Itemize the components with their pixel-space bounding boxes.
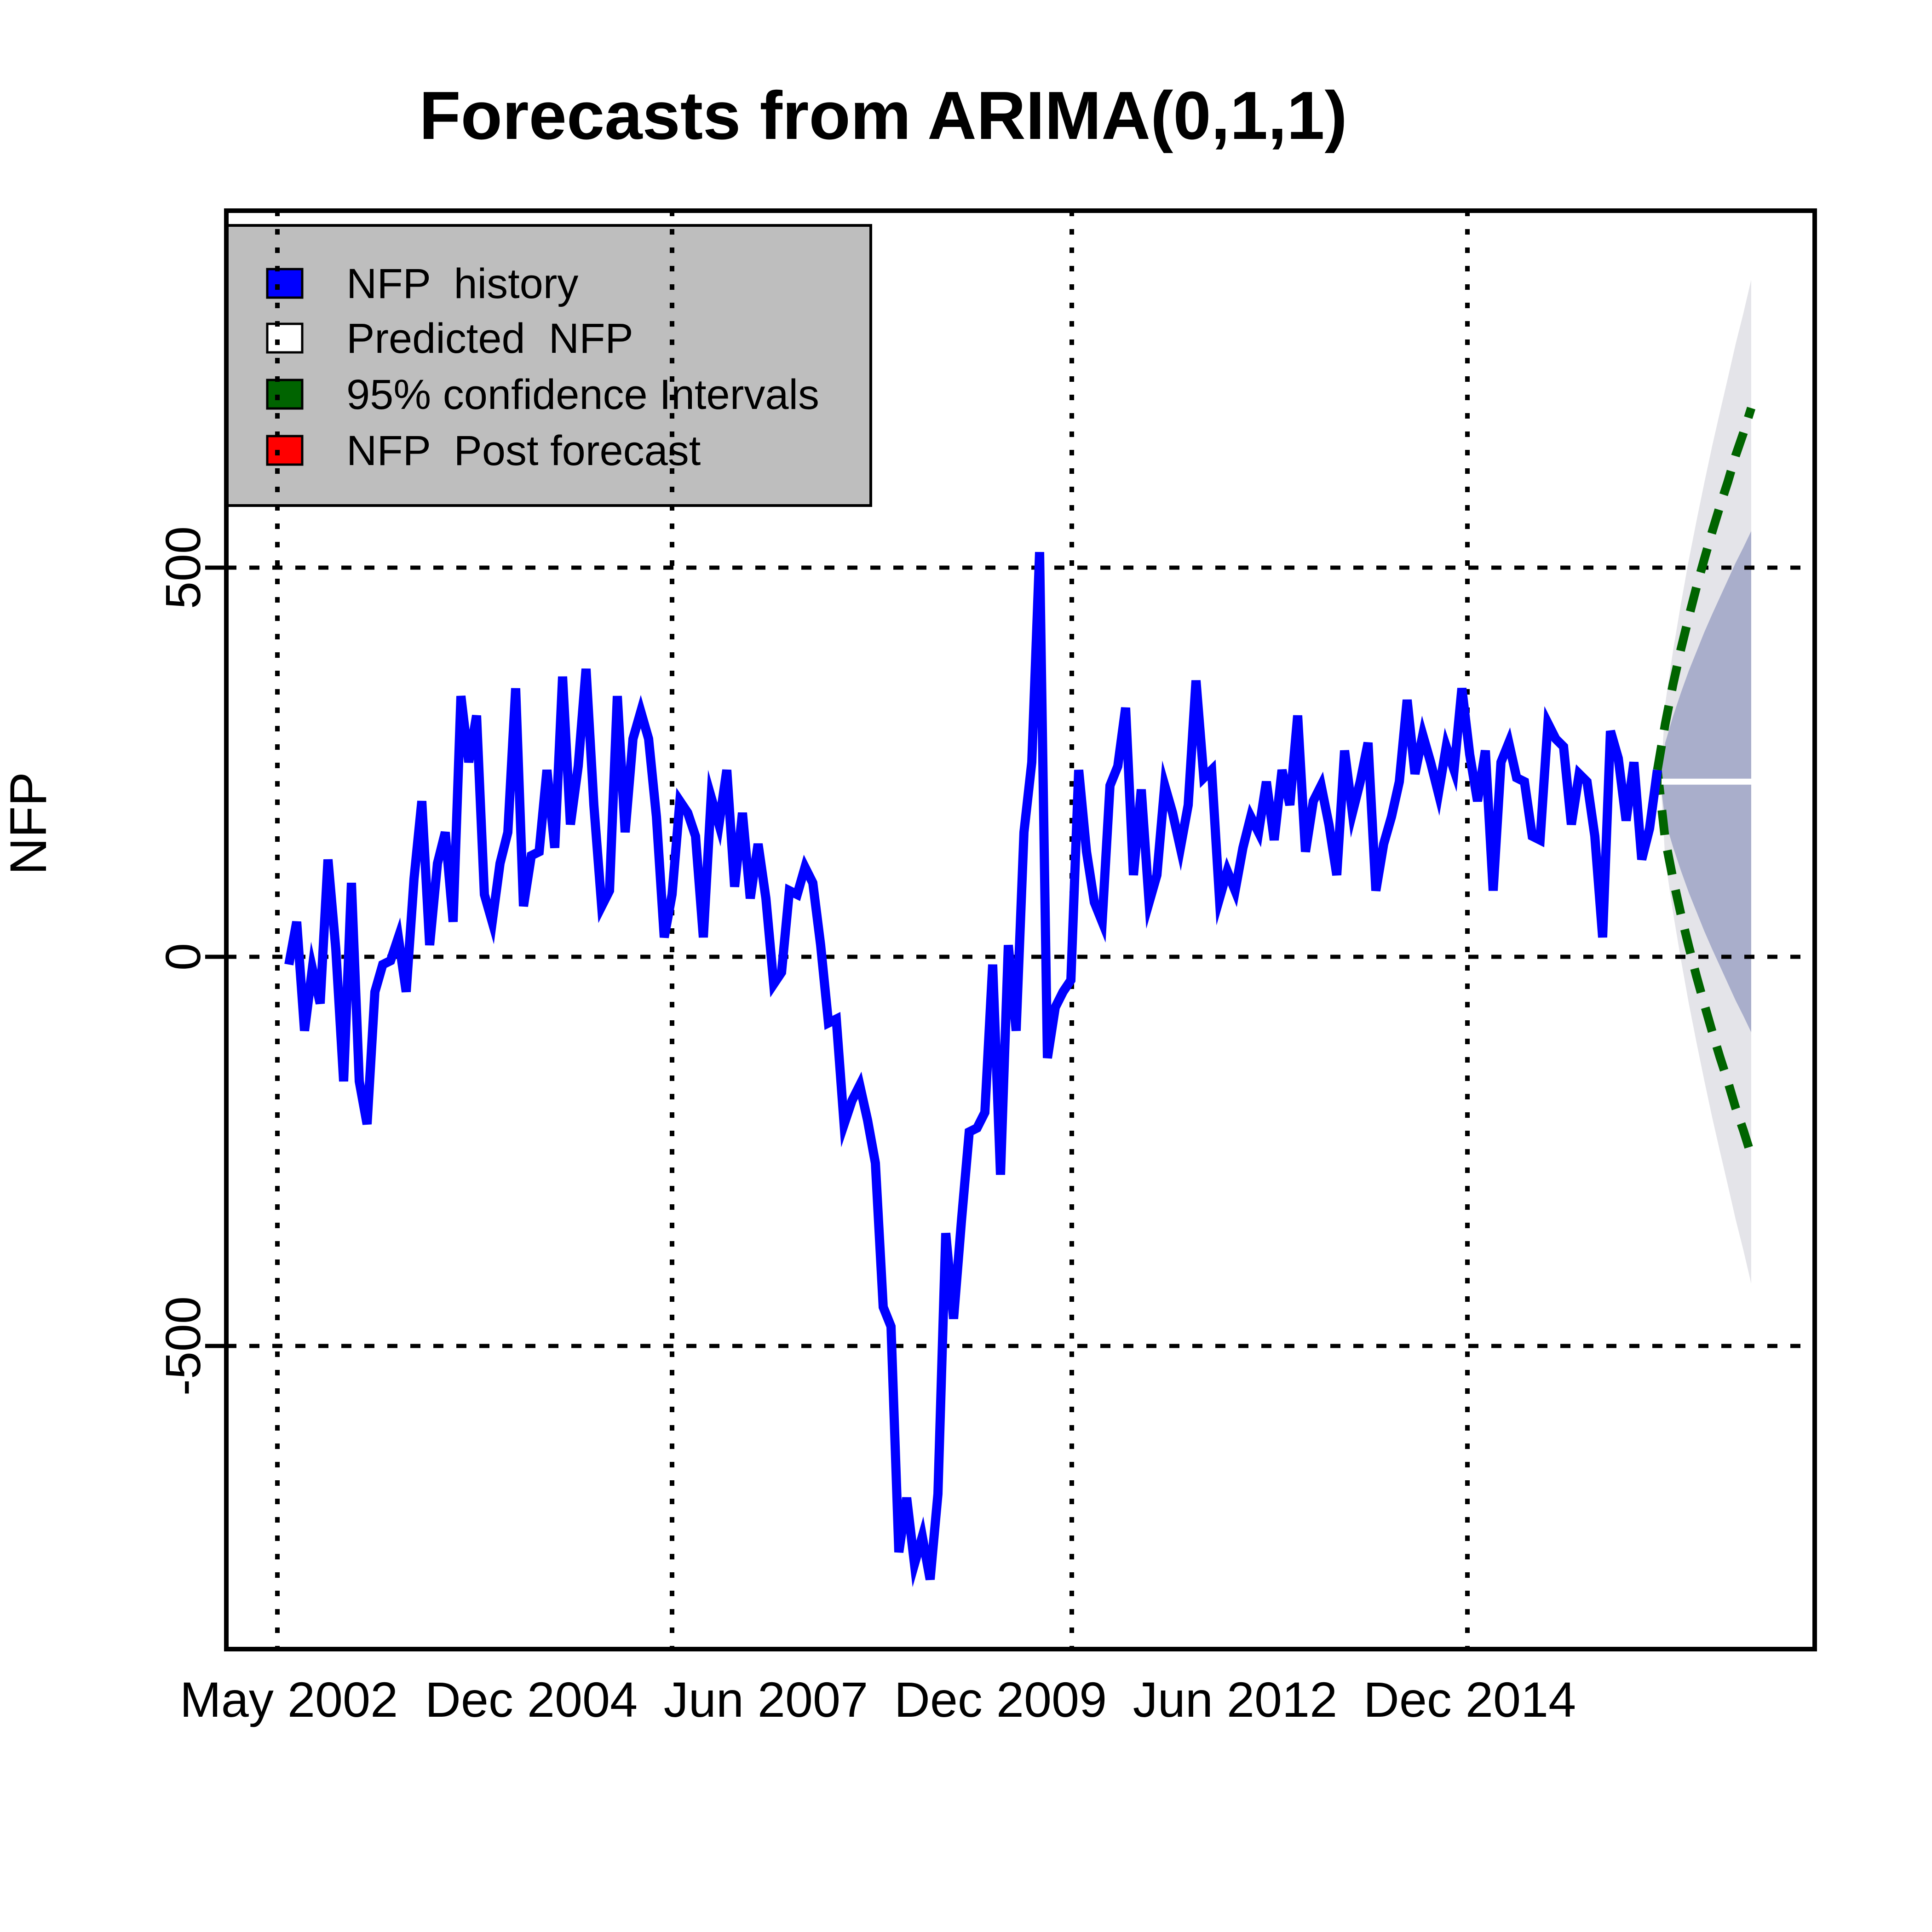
x-tick-label: Dec 2004 bbox=[425, 1672, 638, 1727]
plot-border bbox=[224, 208, 1817, 1651]
x-tick-label: Jun 2012 bbox=[1133, 1672, 1337, 1727]
legend-label-confidence: 95% confidence Intervals bbox=[346, 371, 819, 418]
legend: NFP history Predicted NFP 95% confidence… bbox=[225, 224, 872, 507]
legend-swatch-predicted bbox=[266, 322, 304, 354]
legend-label-predicted: Predicted NFP bbox=[346, 315, 633, 362]
legend-swatch-post-forecast bbox=[266, 435, 304, 466]
ci-upper-line bbox=[1653, 407, 1756, 771]
legend-swatch-history bbox=[266, 268, 304, 299]
y-tick-label: 0 bbox=[155, 943, 211, 971]
series bbox=[284, 407, 1756, 1587]
legend-label-history: NFP history bbox=[346, 260, 578, 307]
chart-title: Forecasts from ARIMA(0,1,1) bbox=[419, 78, 1347, 154]
x-tick-label: May 2002 bbox=[180, 1672, 398, 1727]
legend-box bbox=[225, 224, 872, 507]
ci-lower-line bbox=[1653, 769, 1756, 1157]
x-tick-label: Jun 2007 bbox=[664, 1672, 868, 1727]
x-tick-label: Dec 2009 bbox=[894, 1672, 1107, 1727]
nfp-history-line bbox=[284, 552, 1662, 1587]
legend-swatch-confidence bbox=[266, 379, 304, 410]
y-axis-label: NFP bbox=[0, 772, 57, 875]
y-tick-label: -500 bbox=[155, 1296, 211, 1396]
axes: 500 0 -500 May 2002 Dec 2004 Jun 2007 Dec 2009… bbox=[155, 526, 1576, 1727]
y-tick-label: 500 bbox=[155, 526, 211, 609]
x-tick-label: Dec 2014 bbox=[1363, 1672, 1576, 1727]
legend-label-post-forecast: NFP Post forecast bbox=[346, 427, 701, 474]
